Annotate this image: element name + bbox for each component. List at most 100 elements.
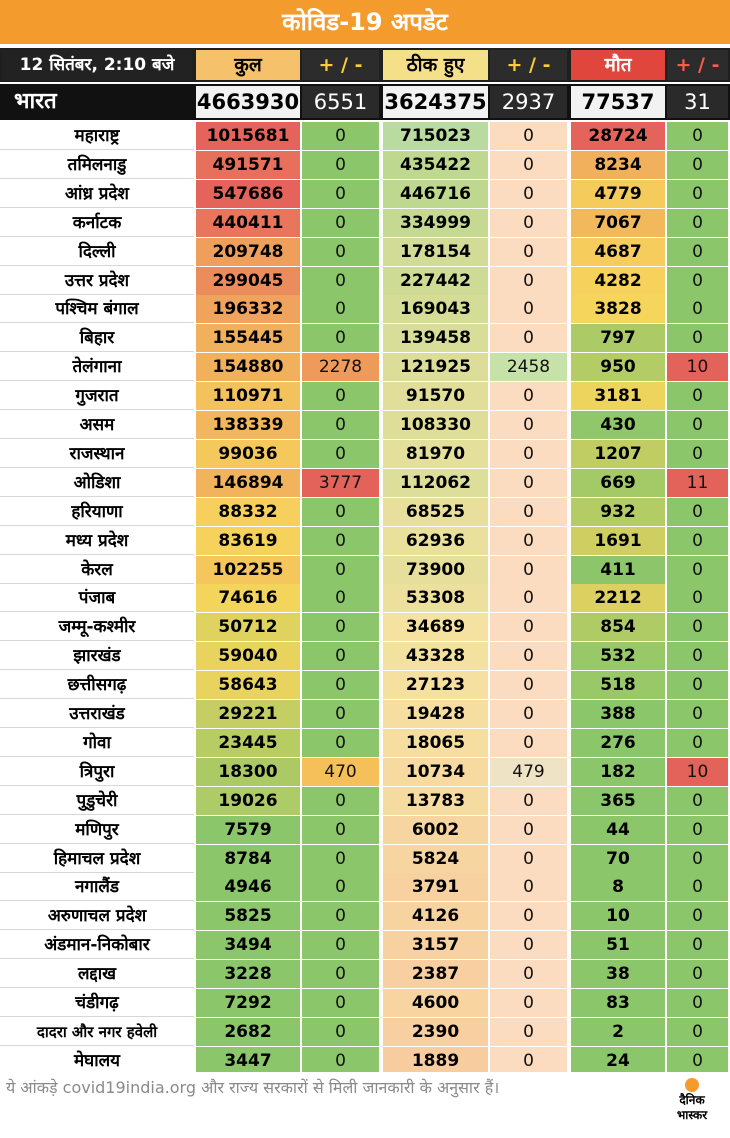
cell-rec: 169043 [383, 295, 488, 324]
cell-rec: 4126 [383, 902, 488, 931]
table-row: जम्मू-कश्मीर 50712 0 34689 0 854 0 [0, 613, 730, 643]
cell-rec: 2390 [383, 1017, 488, 1046]
cell-rc: 0 [490, 902, 567, 931]
cell-rc: 0 [490, 468, 567, 497]
state-name: ओडिशा [0, 468, 194, 497]
cell-rc: 0 [490, 989, 567, 1017]
header-deaths-change: + / - [667, 50, 728, 80]
table-row: आंध्र प्रदेश 547686 0 446716 0 4779 0 [0, 179, 730, 209]
cell-rc: 0 [490, 122, 567, 150]
cell-dc: 0 [667, 497, 728, 526]
cell-tc: 0 [302, 122, 379, 150]
cell-rec: 1889 [383, 1046, 488, 1075]
cell-dc: 11 [667, 468, 728, 497]
cell-rc: 0 [490, 208, 567, 237]
cell-tc: 0 [302, 931, 379, 960]
table-row: झारखंड 59040 0 43328 0 532 0 [0, 642, 730, 672]
cell-rc: 0 [490, 815, 567, 844]
table-row: ओडिशा 146894 3777 112062 0 669 11 [0, 468, 730, 498]
state-name: चंडीगढ़ [0, 989, 194, 1017]
cell-deaths: 669 [571, 468, 665, 497]
cell-deaths: 388 [571, 700, 665, 728]
state-name: मेघालय [0, 1046, 194, 1075]
cell-tc: 0 [302, 382, 379, 411]
cell-deaths: 24 [571, 1046, 665, 1075]
cell-tc: 0 [302, 989, 379, 1017]
table-row: केरल 102255 0 73900 0 411 0 [0, 555, 730, 585]
cell-total: 547686 [196, 179, 300, 208]
table-row: अंडमान-निकोबार 3494 0 3157 0 51 0 [0, 931, 730, 961]
cell-rc: 0 [490, 1046, 567, 1075]
cell-rec: 3791 [383, 873, 488, 902]
cell-tc: 0 [302, 555, 379, 584]
cell-rec: 81970 [383, 439, 488, 468]
cell-total: 74616 [196, 584, 300, 613]
cell-dc: 0 [667, 555, 728, 584]
cell-total: 59040 [196, 642, 300, 671]
cell-deaths: 950 [571, 353, 665, 382]
cell-dc: 0 [667, 526, 728, 555]
table-row: मध्य प्रदेश 83619 0 62936 0 1691 0 [0, 526, 730, 556]
state-name: कर्नाटक [0, 208, 194, 237]
table-row: राजस्थान 99036 0 81970 0 1207 0 [0, 439, 730, 469]
source-note: ये आंकड़े covid19india.org और राज्य सरका… [6, 1078, 500, 1097]
cell-rec: 108330 [383, 411, 488, 439]
column-header-row: 12 सितंबर, 2:10 बजे कुल + / - ठीक हुए + … [0, 48, 730, 82]
update-date: 12 सितंबर, 2:10 बजे [2, 50, 192, 80]
state-name: हरियाणा [0, 497, 194, 526]
cell-tc: 0 [302, 902, 379, 931]
dainik-bhaskar-logo: दैनिक भास्कर [662, 1078, 722, 1132]
cell-rec: 121925 [383, 353, 488, 382]
table-row: मेघालय 3447 0 1889 0 24 0 [0, 1046, 730, 1076]
table-row: दिल्ली 209748 0 178154 0 4687 0 [0, 237, 730, 267]
cell-rc: 0 [490, 1017, 567, 1046]
cell-tc: 0 [302, 844, 379, 873]
state-name: अरुणाचल प्रदेश [0, 902, 194, 931]
state-name: असम [0, 411, 194, 439]
cell-rc: 0 [490, 700, 567, 728]
table-row: पुडुचेरी 19026 0 13783 0 365 0 [0, 786, 730, 816]
cell-tc: 0 [302, 873, 379, 902]
cell-tc: 0 [302, 1046, 379, 1075]
cell-rec: 73900 [383, 555, 488, 584]
cell-dc: 0 [667, 700, 728, 728]
cell-tc: 0 [302, 815, 379, 844]
cell-tc: 0 [302, 150, 379, 179]
cell-rec: 5824 [383, 844, 488, 873]
cell-rec: 18065 [383, 728, 488, 757]
state-name: आंध्र प्रदेश [0, 179, 194, 208]
cell-tc: 0 [302, 411, 379, 439]
cell-dc: 0 [667, 931, 728, 960]
state-name: मध्य प्रदेश [0, 526, 194, 555]
cell-dc: 0 [667, 208, 728, 237]
cell-total: 1015681 [196, 122, 300, 150]
state-name: तमिलनाडु [0, 150, 194, 179]
table-row: उत्तराखंड 29221 0 19428 0 388 0 [0, 700, 730, 729]
cell-deaths: 3828 [571, 295, 665, 324]
cell-tc: 0 [302, 266, 379, 295]
table-row: महाराष्ट्र 1015681 0 715023 0 28724 0 [0, 122, 730, 151]
cell-rc: 0 [490, 439, 567, 468]
table-row: असम 138339 0 108330 0 430 0 [0, 411, 730, 440]
cell-deaths: 4687 [571, 237, 665, 266]
cell-deaths: 70 [571, 844, 665, 873]
state-name: उत्तर प्रदेश [0, 266, 194, 295]
cell-tc: 0 [302, 497, 379, 526]
cell-dc: 0 [667, 815, 728, 844]
cell-dc: 0 [667, 844, 728, 873]
cell-rc: 0 [490, 584, 567, 613]
state-name: जम्मू-कश्मीर [0, 613, 194, 642]
cell-deaths: 365 [571, 786, 665, 815]
cell-rec: 34689 [383, 613, 488, 642]
cell-tc: 0 [302, 526, 379, 555]
cell-total: 7292 [196, 989, 300, 1017]
cell-rec: 43328 [383, 642, 488, 671]
national-recovered-change: 2937 [490, 86, 567, 118]
state-name: गोवा [0, 728, 194, 757]
cell-deaths: 4779 [571, 179, 665, 208]
header-deaths: मौत [571, 50, 665, 80]
table-row: तमिलनाडु 491571 0 435422 0 8234 0 [0, 150, 730, 180]
state-name: हिमाचल प्रदेश [0, 844, 194, 873]
cell-rec: 6002 [383, 815, 488, 844]
